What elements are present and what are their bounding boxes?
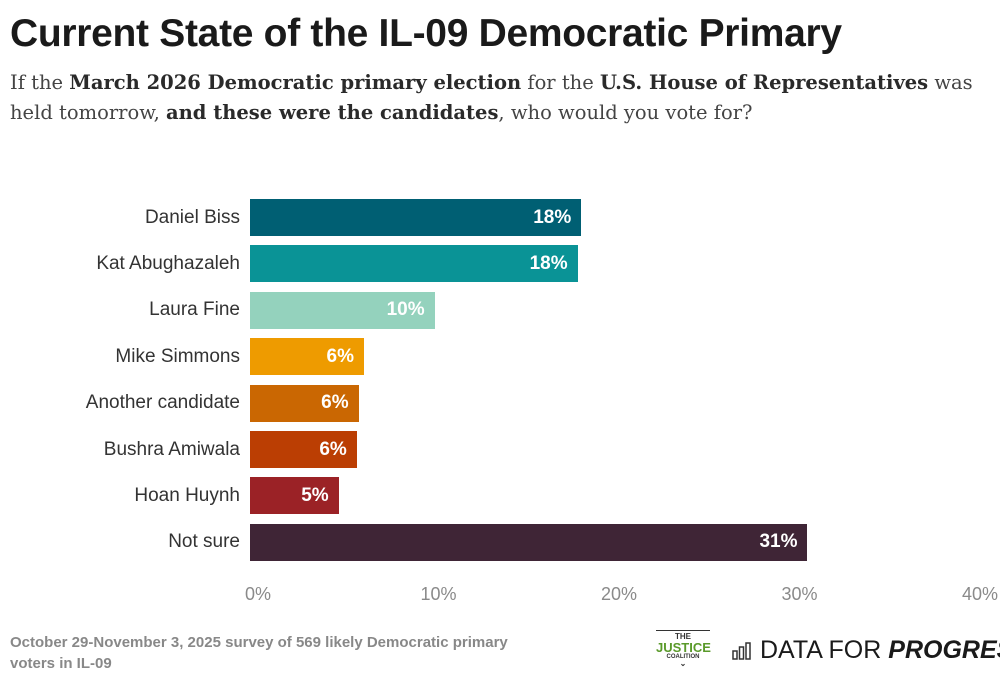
x-tick-label: 30%: [781, 584, 818, 604]
category-label: Daniel Biss: [144, 206, 240, 228]
data-for-progress-logo: DATA FOR PROGRESS: [732, 636, 1000, 665]
data-label: 6%: [326, 345, 355, 367]
subtitle-text: for the: [521, 71, 600, 94]
dfp-text: DATA FOR: [760, 636, 882, 664]
bar: [250, 338, 365, 376]
subtitle-emphasis: March 2026 Democratic primary election: [69, 71, 522, 94]
x-tick-label: 40%: [961, 584, 999, 604]
bar: [250, 431, 357, 468]
subtitle-emphasis: and these were the candidates: [165, 101, 499, 124]
bar: [250, 291, 435, 329]
bar: [250, 477, 339, 515]
bar: [250, 245, 578, 283]
justice-coalition-logo: THE JUSTICE COALITION ⌄: [656, 630, 711, 668]
bar: [250, 523, 808, 561]
subtitle-text: If the: [10, 71, 70, 94]
data-label: 5%: [301, 484, 329, 506]
data-label: 10%: [386, 299, 425, 321]
data-label: 18%: [529, 252, 568, 274]
category-label: Hoan Huynh: [134, 484, 240, 506]
dfp-text-bold: PROGRESS: [888, 636, 1000, 664]
x-tick-label: 20%: [600, 584, 638, 604]
data-label: 31%: [759, 531, 798, 553]
survey-note: October 29-November 3, 2025 survey of 56…: [10, 634, 508, 672]
category-label: Laura Fine: [149, 299, 240, 321]
data-label: 6%: [321, 392, 349, 414]
category-label: Mike Simmons: [115, 345, 240, 367]
category-label: Another candidate: [85, 392, 240, 414]
subtitle-text: , who would you vote for?: [498, 101, 753, 124]
category-label: Bushra Amiwala: [103, 438, 240, 460]
x-tick-label: 10%: [420, 584, 457, 604]
subtitle-text: was held tomorrow,: [10, 71, 973, 124]
chart-subtitle: If the March 2026 Democratic primary ele…: [10, 68, 980, 128]
category-label: Kat Abughazaleh: [96, 252, 240, 274]
category-label: Not sure: [168, 531, 240, 553]
bar: [250, 199, 582, 236]
data-label: 18%: [533, 206, 572, 228]
data-label: 6%: [319, 438, 347, 460]
bar: [250, 384, 359, 422]
bar-chart-icon: [732, 641, 751, 660]
chart-title: Current State of the IL-09 Democratic Pr…: [10, 12, 842, 55]
subtitle-emphasis: U.S. House of Representatives: [599, 71, 929, 94]
x-tick-label: 0%: [244, 584, 272, 604]
